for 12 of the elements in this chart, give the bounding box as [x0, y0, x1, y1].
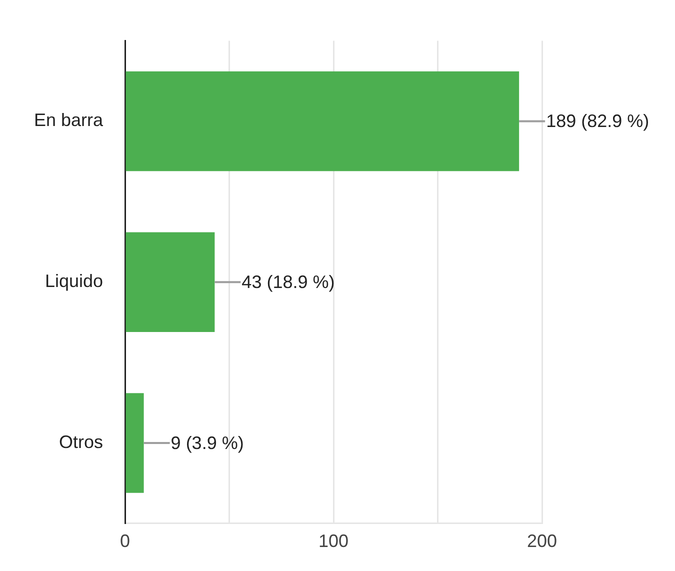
data-label: 43 (18.9 %) [242, 272, 335, 292]
x-tick-label: 100 [318, 531, 349, 552]
data-label: 189 (82.9 %) [546, 111, 650, 132]
y-tick-label: En barra [34, 110, 104, 130]
x-tick-label: 200 [526, 531, 558, 552]
y-tick-label: Otros [59, 432, 104, 452]
x-tick-label: 0 [120, 531, 130, 552]
data-label: 9 (3.9 %) [170, 432, 244, 453]
bar [126, 71, 520, 172]
bar [126, 232, 215, 332]
y-tick-label: Liquido [44, 271, 104, 292]
bar [126, 393, 144, 493]
